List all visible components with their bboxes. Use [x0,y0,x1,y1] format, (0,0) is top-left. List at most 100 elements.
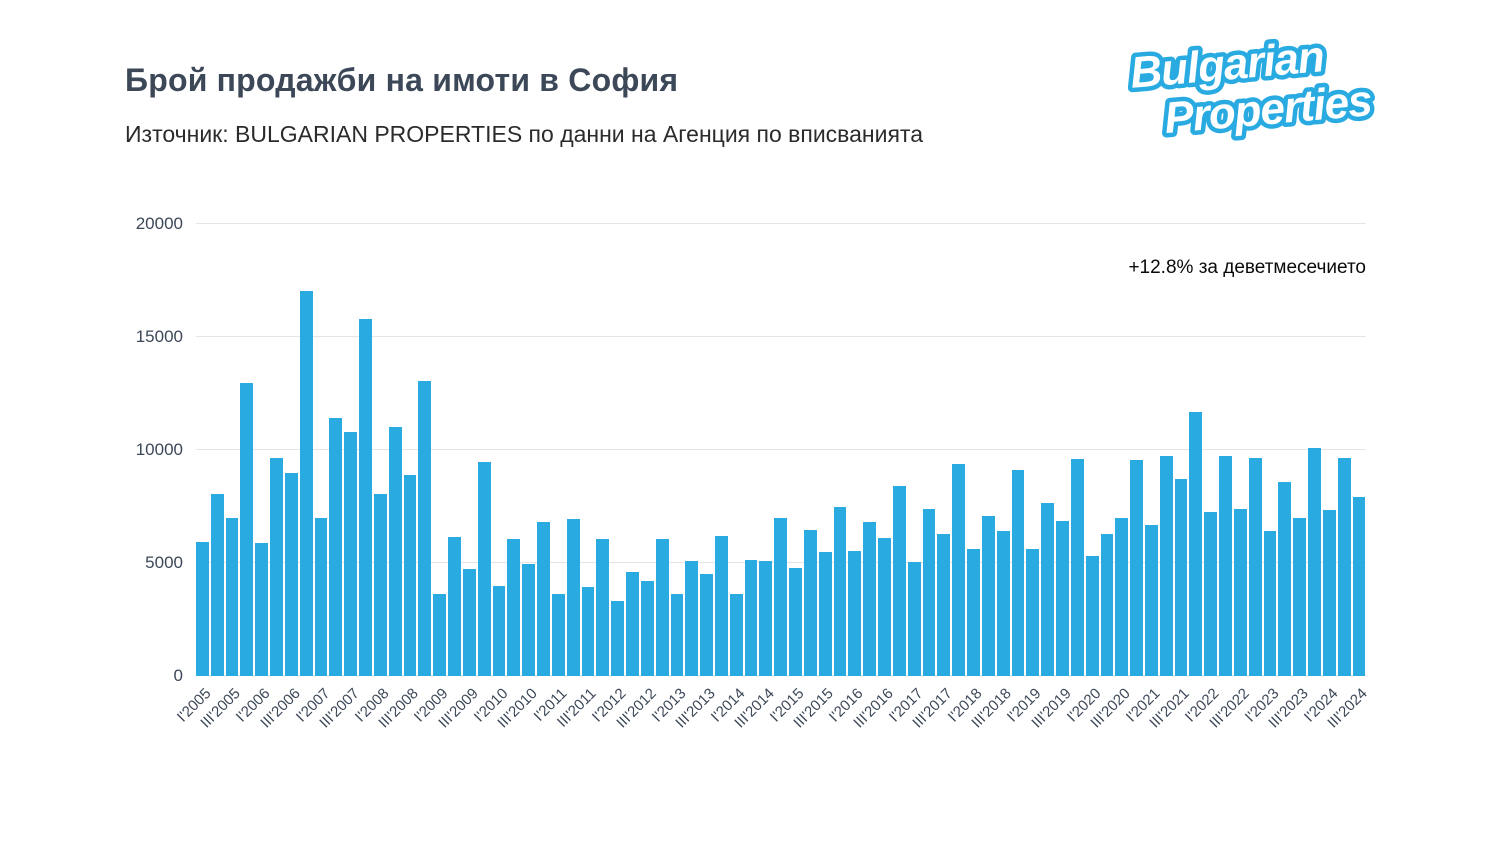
bar-III'2012 [640,581,654,676]
bar-slot: I'2021 [1123,224,1163,726]
bar-IV'2021 [1189,411,1203,676]
bar-I'2023 [1263,531,1277,676]
bar-II'2022 [1219,455,1232,676]
bar-IV'2017 [952,463,966,676]
bar-I'2005 [196,541,209,676]
bar-slot [744,224,758,676]
bar-slot [833,224,847,676]
bar-slot [210,224,224,676]
bar-slot [1100,224,1114,676]
bar-IV'2005 [240,383,254,676]
bar-slot: III'2005 [198,224,244,731]
bar-IV'2015 [833,506,847,676]
bar-II'2015 [803,530,817,676]
bar-slot: I'2016 [826,224,867,726]
bar-III'2007 [344,431,358,676]
bar-slot: III'2024 [1325,224,1371,731]
bar-slot [1070,224,1084,676]
bar-slot: III'2013 [672,224,719,731]
bar-slot [240,224,254,676]
bar-slot: III'2008 [376,224,422,731]
bar-III'2019 [1056,521,1069,676]
bar-I'2008 [373,494,387,676]
bar-I'2007 [314,517,328,676]
bar-IV'2009 [477,462,491,676]
y-axis-label: 0 [173,665,183,685]
bar-IV'2022 [1248,457,1262,676]
bar-I'2022 [1204,512,1218,676]
bar-IV'2007 [359,318,372,676]
bar-I'2019 [1026,549,1040,676]
bar-slot: I'2019 [1004,224,1045,726]
bar-slot [507,224,521,676]
bar-slot: III'2019 [1028,224,1074,731]
bar-III'2009 [462,568,476,676]
bar-IV'2013 [714,535,728,676]
bar-II'2021 [1159,455,1173,676]
bar-I'2010 [492,585,506,676]
bar-slot: I'2007 [292,224,333,726]
bar-IV'2018 [1011,470,1025,676]
bar-III'2008 [403,474,417,676]
sales-bar-chart: +12.8% за деветмесечието 0 5000 10000 15000… [136,214,1371,732]
bar-slot: I'2015 [767,224,808,726]
gridline: 15000 [136,327,1366,346]
bar-slot: I'2022 [1182,224,1223,726]
bar-slot [537,224,550,676]
bar-III'2010 [522,564,536,676]
bar-III'2013 [700,574,713,676]
bar-slot [1278,224,1292,676]
bar-I'2013 [670,593,684,676]
bar-slot: I'2006 [233,224,274,726]
bar-IV'2019 [1070,459,1084,676]
bar-slot [774,224,788,676]
bar-slot: I'2005 [174,224,214,726]
bar-III'2022 [1233,508,1247,676]
bar-III'2023 [1293,517,1307,676]
bar-I'2014 [729,593,743,676]
bar-slot [1337,224,1351,676]
bar-slot [1159,224,1173,676]
bar-II'2019 [1041,503,1055,676]
bar-slot [655,224,669,676]
bar-slot [803,224,817,676]
y-axis-label: 20000 [135,213,183,233]
y-axis-label: 10000 [135,439,183,459]
bar-slot [566,224,580,676]
bar-slot [388,224,402,676]
bar-III'2017 [937,533,951,676]
bar-III'2015 [818,551,832,676]
bar-slot: III'2020 [1087,224,1134,731]
bar-IV'2020 [1130,460,1143,676]
bar-IV'2023 [1308,447,1321,676]
bar-slot [863,224,877,676]
bar-I'2020 [1085,556,1099,676]
bar-slot [981,224,995,676]
bar-slot: III'2010 [494,224,541,731]
bar-slot [1189,224,1203,676]
bar-II'2020 [1100,533,1114,676]
bar-slot [952,224,966,676]
bar-slot [299,224,313,676]
bar-slot [1308,224,1321,676]
bar-I'2024 [1322,509,1336,676]
chart-annotation: +12.8% за деветмесечието [1128,257,1366,278]
bar-slot [448,224,461,676]
bar-slot [359,224,372,676]
bar-slot: III'2016 [850,224,897,731]
bar-III'2005 [225,517,239,676]
bar-slot: III'2022 [1206,224,1252,731]
bar-II'2024 [1337,457,1351,676]
bar-I'2016 [848,550,862,676]
bar-IV'2012 [655,539,669,676]
bar-IV'2014 [774,517,788,676]
bar-slot [270,224,283,676]
gridline: 20000 [136,214,1366,233]
bar-slot [1130,224,1143,676]
bar-slot: III'2014 [731,224,778,731]
bar-slot: I'2018 [945,224,986,726]
bar-II'2010 [507,539,521,676]
y-axis-label: 5000 [145,552,183,572]
bar-II'2012 [626,572,639,676]
